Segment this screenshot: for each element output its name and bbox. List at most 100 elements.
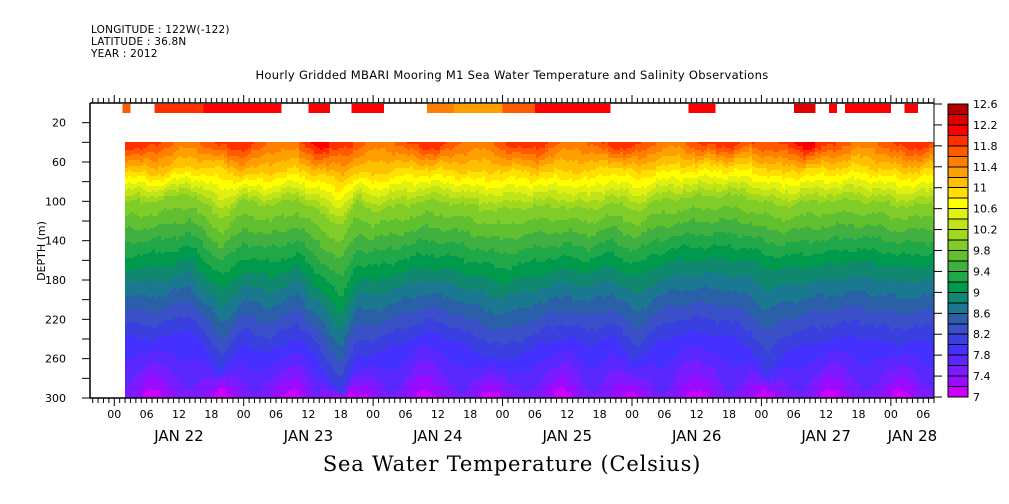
contour-cell	[554, 174, 557, 182]
contour-cell	[713, 160, 716, 164]
contour-cell	[434, 350, 437, 366]
contour-cell	[218, 142, 221, 146]
contour-cell	[422, 334, 425, 346]
contour-cell	[674, 142, 677, 148]
contour-cell	[479, 172, 482, 178]
contour-cell	[422, 156, 425, 160]
contour-cell	[572, 338, 575, 354]
contour-cell	[536, 186, 539, 192]
contour-cell	[527, 180, 530, 188]
contour-cell	[551, 172, 554, 178]
contour-cell	[761, 202, 764, 214]
contour-cell	[407, 200, 410, 208]
contour-cell	[500, 362, 503, 370]
contour-cell	[758, 306, 761, 326]
contour-cell	[647, 186, 650, 192]
contour-cell	[323, 322, 326, 340]
contour-cell	[707, 272, 710, 288]
contour-cell	[464, 318, 467, 332]
contour-cell	[392, 332, 395, 344]
contour-cell	[542, 200, 545, 206]
contour-cell	[281, 160, 284, 172]
contour-cell	[422, 176, 425, 182]
contour-cell	[284, 394, 287, 398]
contour-cell	[350, 204, 353, 210]
contour-cell	[389, 232, 392, 246]
contour-cell	[131, 212, 134, 228]
contour-cell	[425, 360, 428, 374]
contour-cell	[623, 170, 626, 176]
contour-cell	[455, 172, 458, 180]
contour-cell	[614, 270, 617, 284]
contour-cell	[770, 188, 773, 194]
contour-cell	[203, 154, 206, 160]
contour-cell	[125, 184, 128, 190]
contour-cell	[290, 194, 293, 202]
contour-cell	[179, 168, 182, 174]
contour-cell	[590, 368, 593, 390]
contour-cell	[389, 264, 392, 278]
contour-cell	[158, 200, 161, 212]
contour-cell	[305, 390, 308, 398]
contour-cell	[356, 174, 359, 180]
contour-cell	[188, 184, 191, 190]
contour-cell	[683, 304, 686, 320]
contour-cell	[440, 156, 443, 160]
contour-cell	[428, 200, 431, 212]
contour-cell	[671, 306, 674, 322]
contour-cell	[299, 158, 302, 164]
contour-cell	[302, 384, 305, 398]
contour-cell	[179, 248, 182, 260]
contour-cell	[437, 186, 440, 194]
contour-cell	[554, 200, 557, 208]
contour-cell	[473, 276, 476, 292]
contour-cell	[680, 188, 683, 194]
contour-cell	[515, 254, 518, 266]
contour-cell	[284, 330, 287, 346]
contour-cell	[272, 378, 275, 392]
contour-cell	[212, 396, 215, 398]
contour-cell	[206, 354, 209, 366]
contour-cell	[527, 202, 530, 208]
contour-cell	[764, 150, 767, 156]
contour-cell	[206, 378, 209, 390]
contour-cell	[722, 162, 725, 166]
contour-cell	[233, 150, 236, 156]
contour-cell	[734, 250, 737, 262]
contour-cell	[239, 260, 242, 276]
contour-cell	[638, 196, 641, 204]
contour-cell	[488, 174, 491, 182]
contour-cell	[149, 160, 152, 168]
contour-cell	[227, 142, 230, 148]
contour-cell	[596, 314, 599, 330]
contour-cell	[131, 334, 134, 360]
contour-cell	[512, 384, 515, 396]
contour-cell	[254, 372, 257, 394]
contour-cell	[698, 176, 701, 180]
contour-cell	[326, 298, 329, 312]
contour-cell	[218, 322, 221, 336]
contour-cell	[326, 376, 329, 382]
contour-cell	[269, 182, 272, 188]
contour-cell	[653, 240, 656, 254]
contour-cell	[260, 142, 263, 148]
contour-cell	[152, 282, 155, 296]
contour-cell	[251, 246, 254, 258]
contour-cell	[245, 214, 248, 228]
contour-cell	[581, 246, 584, 262]
contour-cell	[488, 150, 491, 160]
contour-cell	[185, 246, 188, 260]
contour-cell	[596, 270, 599, 282]
contour-cell	[617, 270, 620, 286]
contour-cell	[320, 160, 323, 164]
contour-cell	[269, 194, 272, 200]
contour-cell	[173, 276, 176, 288]
contour-cell	[542, 218, 545, 232]
contour-cell	[386, 174, 389, 182]
contour-cell	[242, 300, 245, 314]
contour-cell	[155, 328, 158, 340]
contour-cell	[215, 156, 218, 160]
contour-cell	[452, 256, 455, 270]
contour-cell	[398, 368, 401, 388]
contour-cell	[350, 370, 353, 376]
